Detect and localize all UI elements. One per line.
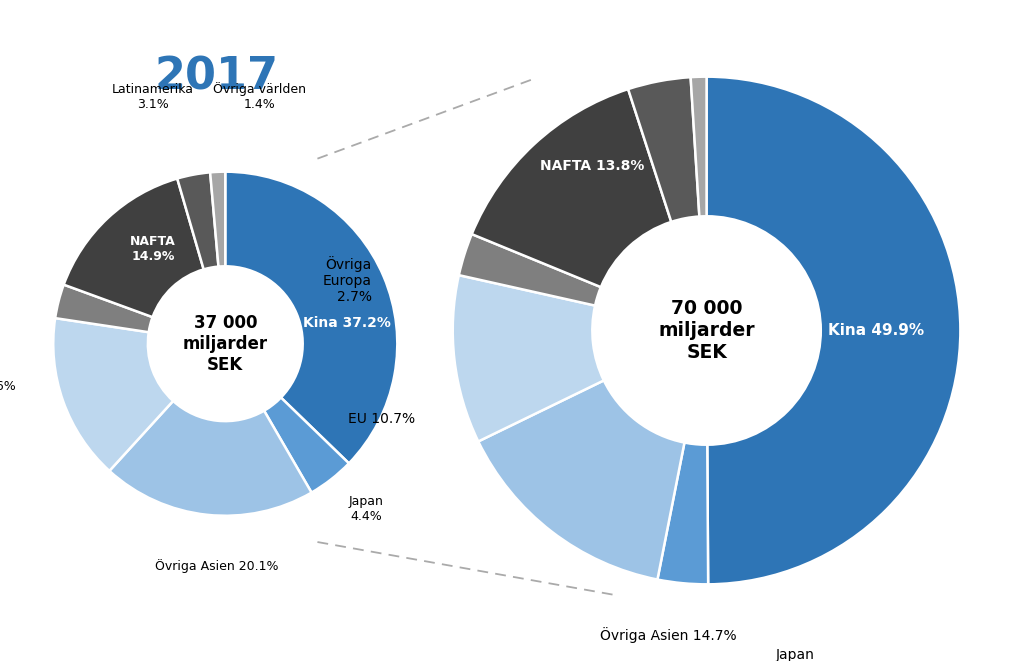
Text: EU 15,6%: EU 15,6% [0, 380, 15, 393]
Wedge shape [690, 77, 707, 217]
Wedge shape [453, 275, 604, 442]
Wedge shape [472, 89, 672, 287]
Text: Kina 37.2%: Kina 37.2% [303, 316, 390, 330]
Text: 70 000
miljarder
SEK: 70 000 miljarder SEK [658, 299, 755, 362]
Text: EU 10.7%: EU 10.7% [347, 412, 415, 426]
Text: Övriga Asien 14.7%: Övriga Asien 14.7% [600, 627, 737, 643]
Wedge shape [210, 172, 225, 266]
Wedge shape [110, 401, 311, 516]
Text: 2017: 2017 [155, 56, 279, 98]
Wedge shape [264, 397, 349, 492]
Text: 37 000
miljarder
SEK: 37 000 miljarder SEK [182, 314, 268, 373]
Text: Latinamerika
3.1%: Latinamerika 3.1% [112, 83, 194, 112]
Text: Kina 49.9%: Kina 49.9% [828, 323, 925, 338]
Wedge shape [53, 318, 173, 471]
Text: NAFTA 13.8%: NAFTA 13.8% [540, 159, 644, 173]
Text: Övriga världen
1.4%: Övriga världen 1.4% [213, 83, 306, 112]
Wedge shape [225, 172, 397, 463]
Text: Japan
3.2%: Japan 3.2% [776, 648, 815, 661]
Wedge shape [657, 443, 709, 584]
Wedge shape [55, 285, 153, 332]
Text: Japan
4.4%: Japan 4.4% [349, 495, 384, 523]
Wedge shape [478, 381, 684, 580]
Text: Övriga
Europa
2.7%: Övriga Europa 2.7% [323, 256, 372, 304]
Text: Övriga Asien 20.1%: Övriga Asien 20.1% [155, 559, 279, 572]
Wedge shape [459, 234, 601, 305]
Text: NAFTA
14.9%: NAFTA 14.9% [130, 235, 176, 263]
Wedge shape [628, 77, 699, 222]
Wedge shape [63, 178, 204, 317]
Wedge shape [177, 173, 218, 270]
Wedge shape [707, 77, 961, 584]
